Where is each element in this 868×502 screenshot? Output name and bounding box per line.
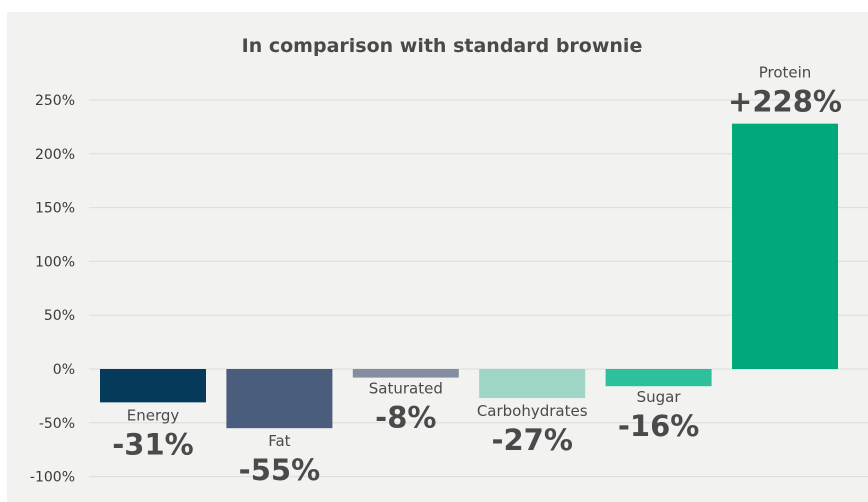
y-tick-label: 250% — [35, 93, 75, 109]
value-label: -8% — [375, 401, 436, 435]
value-label: -31% — [112, 427, 193, 461]
y-tick-label: 100% — [35, 254, 75, 270]
chart-panel: In comparison with standard brownie 250%… — [7, 12, 868, 502]
bar-energy — [100, 369, 206, 403]
chart-title: In comparison with standard brownie — [242, 35, 643, 57]
bar-sugar — [605, 369, 712, 387]
category-label: Fat — [268, 432, 290, 450]
bar-fat — [226, 369, 333, 429]
value-label: -16% — [618, 409, 699, 443]
bar-saturated — [352, 369, 459, 378]
value-label: -55% — [239, 453, 320, 487]
grid-lines — [89, 99, 868, 478]
bars — [100, 123, 838, 429]
y-tick-label: 50% — [44, 308, 75, 324]
category-label: Protein — [759, 64, 812, 82]
bar-labels: Energy -31% Fat -55% Saturated -8% Carbohydrat… — [112, 64, 842, 488]
category-label: Saturated — [369, 380, 443, 398]
y-tick-label: 200% — [35, 147, 75, 163]
y-axis-ticks: 250% 200% 150% 100% 50% 0% -50% -100% — [30, 93, 75, 486]
value-label: +228% — [728, 85, 842, 119]
value-label: -27% — [491, 423, 572, 457]
y-tick-label: 150% — [35, 201, 75, 217]
category-label: Energy — [127, 406, 180, 424]
y-tick-label: -100% — [30, 470, 75, 486]
bar-protein — [732, 123, 838, 369]
y-tick-label: -50% — [39, 416, 75, 432]
y-tick-label: 0% — [53, 362, 75, 378]
category-label: Carbohydrates — [477, 402, 588, 420]
bar-chart: In comparison with standard brownie 250%… — [30, 35, 868, 488]
bar-carbohydrates — [479, 369, 586, 399]
category-label: Sugar — [637, 388, 682, 406]
